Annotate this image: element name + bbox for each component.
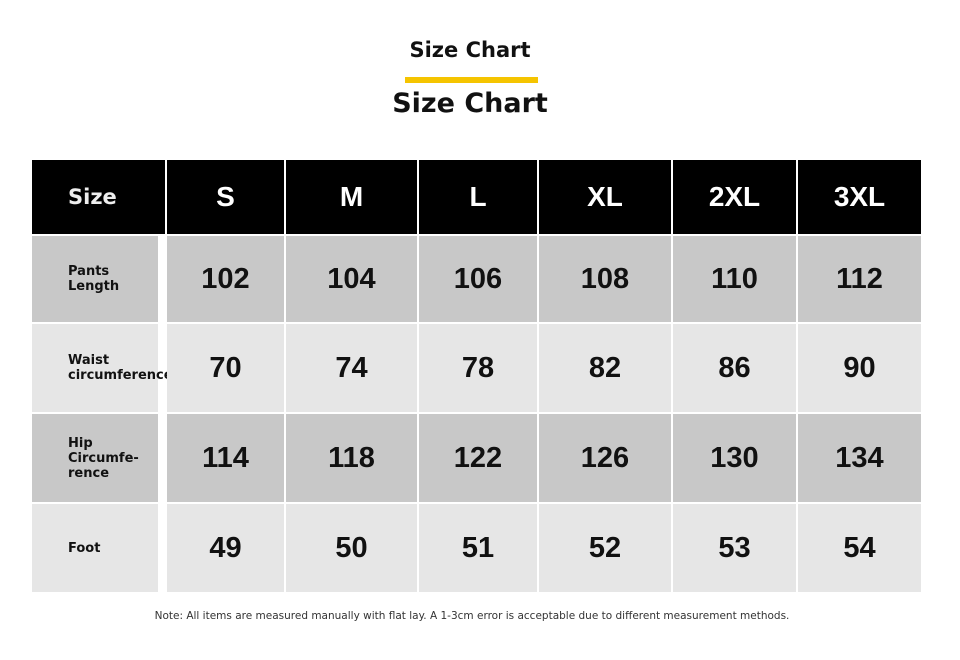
- header-size-2xl: 2XL: [673, 160, 796, 234]
- row-label: Foot: [32, 504, 158, 592]
- table-cell: 114: [167, 414, 284, 502]
- table-cell: 122: [419, 414, 537, 502]
- table-cell: 86: [673, 324, 796, 412]
- title-small: Size Chart: [409, 38, 531, 62]
- table-cell: 70: [167, 324, 284, 412]
- header-size-l: L: [419, 160, 537, 234]
- header-size-s: S: [167, 160, 284, 234]
- table-cell: 106: [419, 236, 537, 322]
- table-cell: 112: [798, 236, 921, 322]
- table-cell: 118: [286, 414, 417, 502]
- table-cell: 54: [798, 504, 921, 592]
- table-cell: 51: [419, 504, 537, 592]
- table-cell: 134: [798, 414, 921, 502]
- table-cell: 49: [167, 504, 284, 592]
- row-label: Hip Circumfe-rence: [32, 414, 158, 502]
- row-label: Pants Length: [32, 236, 158, 322]
- table-cell: 130: [673, 414, 796, 502]
- table-cell: 108: [539, 236, 671, 322]
- table-cell: 102: [167, 236, 284, 322]
- table-cell: 50: [286, 504, 417, 592]
- header-size-m: M: [286, 160, 417, 234]
- table-cell: 74: [286, 324, 417, 412]
- table-cell: 53: [673, 504, 796, 592]
- accent-bar: [405, 77, 538, 83]
- table-cell: 126: [539, 414, 671, 502]
- header-size-label: Size: [32, 160, 165, 234]
- table-cell: 90: [798, 324, 921, 412]
- table-cell: 78: [419, 324, 537, 412]
- header-size-xl: XL: [539, 160, 671, 234]
- size-table: Size S M L XL 2XL 3XL Pants Length 102 104 106 108 1…: [32, 160, 921, 592]
- table-cell: 82: [539, 324, 671, 412]
- table-cell: 52: [539, 504, 671, 592]
- note-text: Note: All items are measured manually wi…: [154, 610, 790, 622]
- table-cell: 104: [286, 236, 417, 322]
- page-title: Size Chart: [392, 88, 548, 119]
- header-size-3xl: 3XL: [798, 160, 921, 234]
- row-label: Waist circumference: [32, 324, 173, 412]
- table-cell: 110: [673, 236, 796, 322]
